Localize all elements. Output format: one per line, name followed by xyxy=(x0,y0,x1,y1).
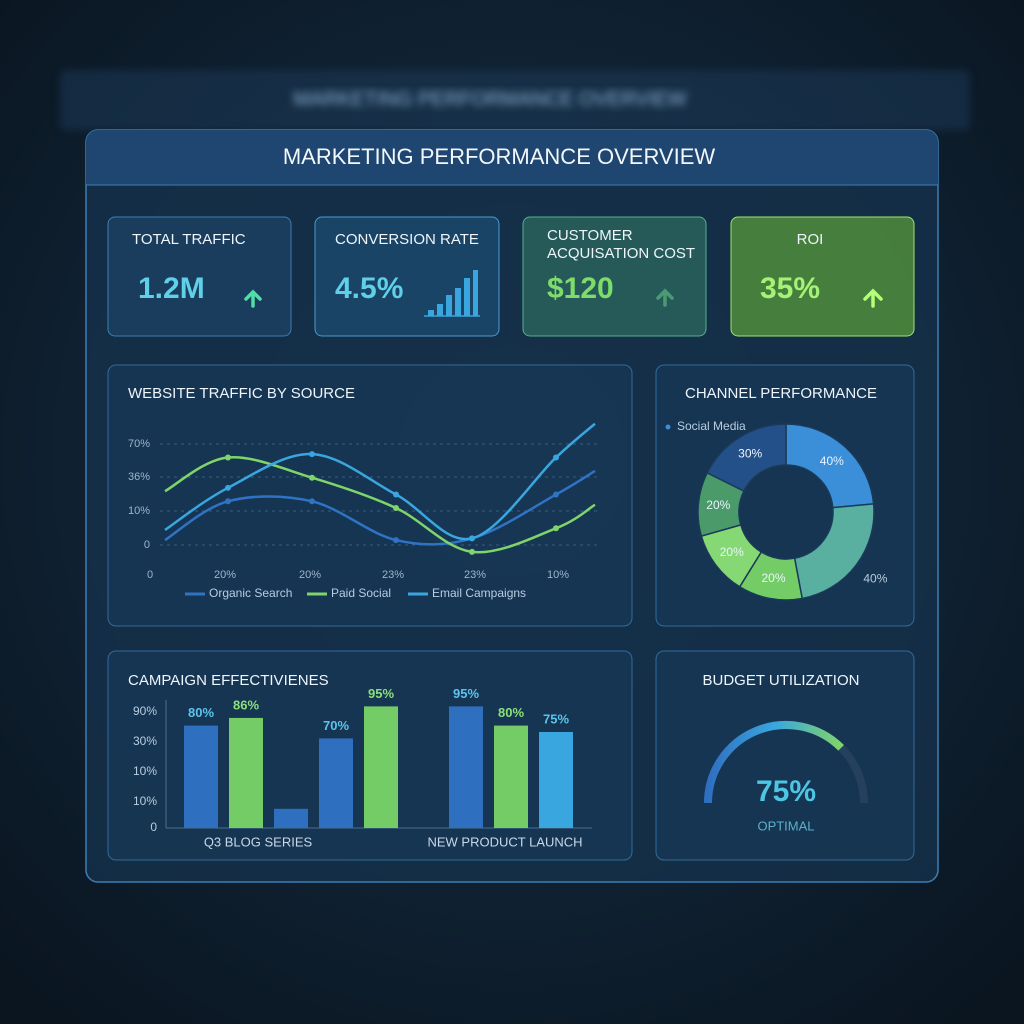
kpi-value: 35% xyxy=(760,272,820,305)
trend-up-icon xyxy=(656,288,674,307)
kpi-card xyxy=(730,216,915,337)
bar xyxy=(494,725,528,828)
x-axis-label: 10% xyxy=(547,569,569,581)
donut-label: 30% xyxy=(738,446,762,460)
y-axis-label: 10% xyxy=(133,794,157,808)
y-axis-label: 10% xyxy=(128,505,150,517)
y-axis-label: 70% xyxy=(128,438,150,450)
y-axis-label: 0 xyxy=(144,539,150,551)
line-point xyxy=(469,535,475,542)
kpi-label: CONVERSION RATE xyxy=(335,231,479,248)
bar-value-label: 70% xyxy=(323,718,349,733)
bar xyxy=(539,732,573,828)
panel xyxy=(655,650,915,861)
bar-value-label: 80% xyxy=(498,705,524,720)
donut-label: 20% xyxy=(720,545,744,559)
panel xyxy=(107,364,633,627)
mini-bar-icon xyxy=(428,270,478,316)
bar xyxy=(364,706,398,828)
legend-dot xyxy=(665,424,671,430)
line-point xyxy=(393,491,399,498)
kpi-label: TOTAL TRAFFIC xyxy=(132,231,246,248)
line-point xyxy=(225,454,231,461)
blurred-title: MARKETING PERFORMANCE OVERVIEW xyxy=(293,88,686,110)
x-axis-label: 20% xyxy=(214,569,236,581)
y-axis-label: 36% xyxy=(128,471,150,483)
bar xyxy=(274,808,308,828)
bar xyxy=(319,738,353,828)
x-axis-label: 20% xyxy=(299,569,321,581)
y-axis-label: 0 xyxy=(150,820,157,834)
line-point xyxy=(225,498,231,505)
blurred-header xyxy=(60,70,970,130)
legend-label: Social Media xyxy=(677,419,746,433)
dashboard-title: MARKETING PERFORMANCE OVERVIEW xyxy=(283,144,716,169)
donut-label: 40% xyxy=(820,454,844,468)
x-axis-label: Q3 BLOG SERIES xyxy=(204,834,313,849)
kpi-card xyxy=(314,216,500,337)
chart-title: WEBSITE TRAFFIC BY SOURCE xyxy=(128,385,355,402)
chart-title: BUDGET UTILIZATION xyxy=(703,672,860,689)
legend-label: Paid Social xyxy=(331,586,391,600)
kpi-label: ACQUISATION COST xyxy=(547,245,695,262)
bar xyxy=(184,725,218,828)
kpi-label: CUSTOMER xyxy=(547,227,633,244)
line-point xyxy=(225,484,231,491)
kpi-value: 4.5% xyxy=(335,272,403,305)
x-axis-label: NEW PRODUCT LAUNCH xyxy=(427,834,582,849)
chart-title: CHANNEL PERFORMANCE xyxy=(685,385,877,402)
bar xyxy=(229,717,263,828)
line-point xyxy=(393,505,399,512)
line-point xyxy=(469,548,475,555)
line-point xyxy=(553,454,559,461)
x-axis-label: 0 xyxy=(147,569,153,581)
donut-label: 20% xyxy=(761,571,785,585)
y-axis-label: 10% xyxy=(133,764,157,778)
donut-segment xyxy=(706,423,787,493)
chart-title: CAMPAIGN EFFECTIVIENES xyxy=(128,672,329,689)
y-axis-label: 90% xyxy=(133,704,157,718)
legend-label: Email Campaigns xyxy=(432,586,526,600)
line-point xyxy=(553,525,559,532)
x-axis-label: 23% xyxy=(464,569,486,581)
kpi-card xyxy=(522,216,707,337)
line-point xyxy=(553,491,559,498)
trend-up-icon xyxy=(863,288,883,308)
gauge-fill xyxy=(704,721,844,804)
x-axis-label: 23% xyxy=(382,569,404,581)
line-point xyxy=(309,474,315,481)
bar-value-label: 95% xyxy=(368,686,394,701)
legend-label: Organic Search xyxy=(209,586,292,600)
bar xyxy=(449,706,483,828)
trend-up-icon xyxy=(244,289,262,308)
bar-value-label: 75% xyxy=(543,711,569,726)
bar-value-label: 86% xyxy=(233,697,259,712)
line-point xyxy=(393,537,399,544)
donut-label: 20% xyxy=(706,498,730,512)
bar-value-label: 80% xyxy=(188,705,214,720)
line-point xyxy=(309,451,315,458)
gauge-value: 75% xyxy=(756,775,816,808)
header-bar xyxy=(86,130,938,185)
y-axis-label: 30% xyxy=(133,734,157,748)
bar-value-label: 95% xyxy=(453,686,479,701)
kpi-label: ROI xyxy=(797,231,824,248)
kpi-card xyxy=(107,216,292,337)
kpi-value: 1.2M xyxy=(138,272,205,305)
gauge-label: OPTIMAL xyxy=(757,818,814,833)
donut-label: 40% xyxy=(863,572,887,586)
line-point xyxy=(309,498,315,505)
kpi-value: $120 xyxy=(547,272,614,305)
